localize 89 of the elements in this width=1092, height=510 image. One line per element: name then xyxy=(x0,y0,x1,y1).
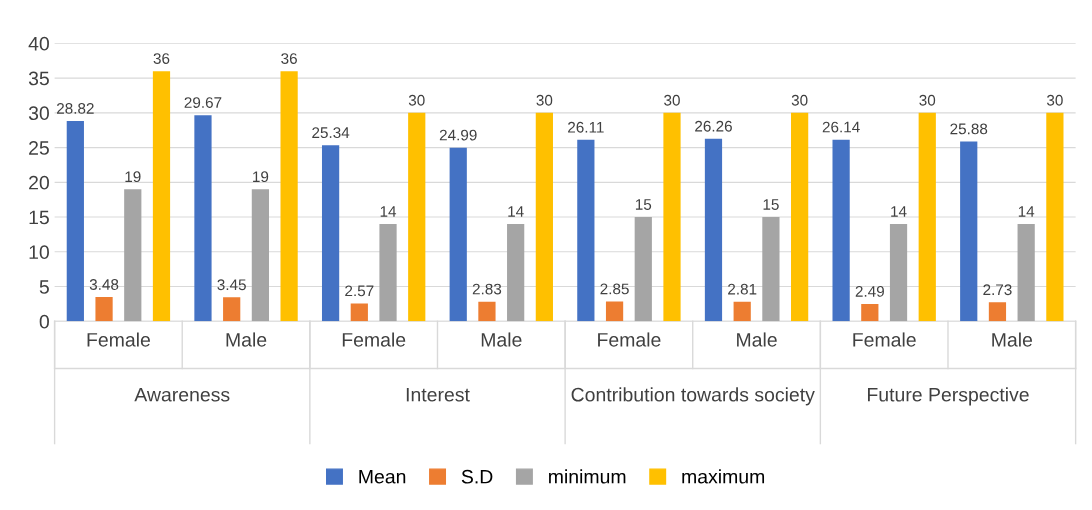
bar xyxy=(704,138,723,322)
data-label: 25.34 xyxy=(312,127,350,139)
data-label: 3.45 xyxy=(217,279,246,291)
bar xyxy=(605,301,624,322)
bar xyxy=(124,189,142,322)
y-tick-label: 40 xyxy=(28,36,49,51)
data-label: 15 xyxy=(635,199,652,210)
data-label: 36 xyxy=(281,53,297,64)
data-label: 30 xyxy=(919,94,936,106)
data-label: 19 xyxy=(253,171,269,183)
bar xyxy=(791,112,809,322)
bar xyxy=(1046,112,1064,322)
text: Interest xyxy=(406,388,470,402)
y-tick-label: 5 xyxy=(39,280,49,294)
data-label: 2.81 xyxy=(728,283,757,295)
bar xyxy=(152,71,171,322)
bar xyxy=(918,112,936,322)
data-label: 14 xyxy=(1018,206,1035,217)
bar xyxy=(408,112,426,322)
x-tick-label: Female xyxy=(87,332,150,347)
legend-label: minimum xyxy=(549,469,626,484)
data-label: 30 xyxy=(408,94,425,106)
bar xyxy=(762,217,780,322)
text: Contribution towards society xyxy=(571,387,815,406)
data-label: 2.57 xyxy=(345,285,374,297)
bar xyxy=(280,71,298,322)
data-label: 2.49 xyxy=(855,285,884,297)
bar xyxy=(535,112,553,322)
data-label: 19 xyxy=(125,171,141,183)
bar xyxy=(66,121,84,322)
bar xyxy=(194,115,212,322)
x-tick-label: Male xyxy=(481,332,522,347)
bar xyxy=(634,217,652,322)
legend-label: maximum xyxy=(682,469,765,484)
data-label: 30 xyxy=(536,94,553,106)
data-label: 25.88 xyxy=(950,123,988,135)
data-label: 30 xyxy=(791,94,808,106)
data-label: 2.73 xyxy=(983,284,1012,296)
y-tick-label: 0 xyxy=(39,314,49,329)
bar xyxy=(663,112,681,322)
x-tick-label: Female xyxy=(342,332,406,347)
bar xyxy=(223,297,241,322)
bar xyxy=(251,189,270,322)
data-label: 14 xyxy=(508,206,524,217)
data-label: 29.67 xyxy=(184,97,222,108)
bar xyxy=(449,147,467,322)
y-tick-label: 35 xyxy=(28,71,49,86)
bar xyxy=(733,301,751,322)
data-label: 14 xyxy=(891,206,907,217)
data-label: 30 xyxy=(1046,94,1063,106)
text: Future Perspective xyxy=(868,387,1029,406)
x-tick-label: Male xyxy=(226,332,267,347)
x-tick-label: Male xyxy=(737,332,777,347)
bar xyxy=(861,304,879,322)
bar xyxy=(321,145,340,322)
y-tick-label: 15 xyxy=(29,210,49,225)
x-tick-label: Female xyxy=(598,332,661,347)
bar xyxy=(379,224,397,322)
data-label: 2.83 xyxy=(472,283,502,295)
bar xyxy=(832,139,850,322)
x-tick-label: Female xyxy=(853,332,916,347)
data-label: 2.85 xyxy=(600,283,629,295)
data-label: 14 xyxy=(380,206,397,217)
bar xyxy=(1017,224,1035,322)
bar xyxy=(478,301,496,322)
y-tick-label: 30 xyxy=(28,106,49,121)
data-label: 36 xyxy=(153,53,170,64)
x-tick-label: Male xyxy=(992,332,1033,347)
data-label: 26.26 xyxy=(695,120,732,132)
bar xyxy=(889,224,908,322)
y-tick-label: 25 xyxy=(29,141,49,155)
legend-label: Mean xyxy=(359,469,406,484)
data-label: 24.99 xyxy=(439,129,477,141)
bar xyxy=(350,303,368,322)
legend-label: S.D xyxy=(461,469,493,484)
data-label: 3.48 xyxy=(89,279,119,290)
y-tick-label: 10 xyxy=(29,245,49,260)
data-label: 26.11 xyxy=(568,121,604,133)
data-label: 30 xyxy=(664,94,680,106)
data-label: 28.82 xyxy=(56,103,94,114)
bar xyxy=(960,141,978,322)
bar xyxy=(577,139,595,322)
bar xyxy=(988,302,1007,322)
y-tick-label: 20 xyxy=(29,175,49,190)
bar xyxy=(507,224,525,322)
text: Awareness xyxy=(134,388,230,402)
bar xyxy=(95,297,113,322)
data-label: 15 xyxy=(763,199,779,210)
data-label: 26.14 xyxy=(822,121,860,133)
